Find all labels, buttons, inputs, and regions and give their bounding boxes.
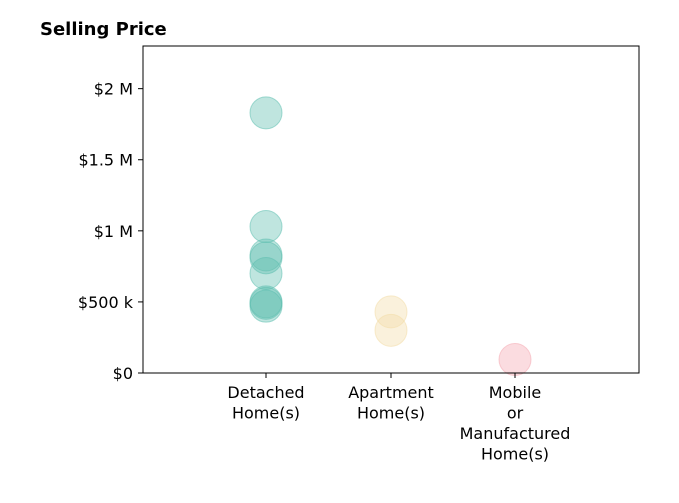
y-tick-label: $500 k [78, 293, 134, 312]
x-tick-label: Home(s) [481, 445, 549, 464]
data-point[interactable] [249, 96, 283, 130]
x-tick-label: Mobile [489, 383, 541, 402]
data-point[interactable] [374, 313, 408, 347]
x-tick-label: Home(s) [357, 404, 425, 423]
data-point[interactable] [249, 289, 283, 323]
y-axis: $0 $500 k $1 M $1.5 M $2 M [78, 80, 143, 383]
y-tick-label: $2 M [94, 80, 133, 99]
x-tick-label: or [507, 404, 524, 423]
y-tick-label: $1 M [94, 222, 133, 241]
data-point[interactable] [498, 342, 532, 376]
x-tick-label: Apartment [348, 383, 434, 402]
data-point[interactable] [249, 256, 283, 290]
x-tick-label: Detached [227, 383, 304, 402]
x-tick-label: Manufactured [460, 424, 571, 443]
chart-title: Selling Price [40, 19, 167, 40]
data-point[interactable] [374, 295, 408, 329]
data-point[interactable] [249, 210, 283, 244]
y-tick-label: $1.5 M [78, 151, 133, 170]
y-tick-label: $0 [113, 364, 133, 383]
x-tick-label: Home(s) [232, 404, 300, 423]
x-axis: Detached Home(s) Apartment Home(s) Mobile orM… [227, 373, 570, 464]
data-points [249, 96, 532, 376]
